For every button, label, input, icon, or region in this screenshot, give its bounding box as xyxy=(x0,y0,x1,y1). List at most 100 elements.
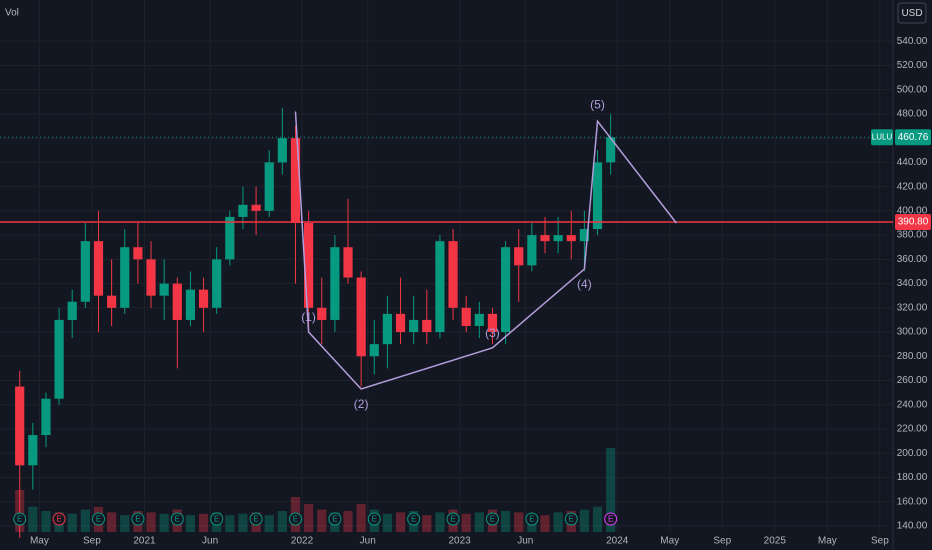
last-price-value: 460.76 xyxy=(898,132,929,143)
candle-body xyxy=(592,162,603,230)
earnings-marker xyxy=(328,512,342,526)
wave-label: (5) xyxy=(590,97,605,111)
volume-bar xyxy=(225,515,235,532)
volume-bar xyxy=(461,513,471,532)
y-tick-label: 160.00 xyxy=(897,496,928,507)
volume-bar xyxy=(146,512,156,532)
candle-body xyxy=(277,138,287,163)
volume-bar xyxy=(500,511,511,532)
earnings-label: E xyxy=(332,515,337,524)
earnings-marker xyxy=(604,512,618,526)
candle-body xyxy=(422,319,432,333)
volume-bar xyxy=(107,512,117,532)
earnings-label: E xyxy=(56,515,61,524)
y-tick-label: 360.00 xyxy=(897,254,928,265)
currency-button[interactable] xyxy=(897,2,927,24)
volume-bar xyxy=(28,506,38,532)
earnings-marker xyxy=(52,512,66,526)
y-tick-label: 200.00 xyxy=(897,448,928,459)
y-tick-label: 240.00 xyxy=(897,399,928,410)
last-price-badge xyxy=(895,129,931,146)
candle-body xyxy=(80,241,90,302)
candle-body xyxy=(93,241,104,296)
earnings-marker xyxy=(13,512,27,526)
x-tick-label: 2023 xyxy=(449,536,472,547)
candle-body xyxy=(474,313,484,326)
x-tick-label: 2021 xyxy=(133,536,156,547)
x-tick-label: May xyxy=(30,536,49,547)
candle-body xyxy=(225,216,235,260)
candle-body xyxy=(15,386,25,466)
candle-body xyxy=(343,247,353,278)
volume-bar xyxy=(304,504,314,532)
volume-label: Vol xyxy=(5,8,19,19)
earnings-label: E xyxy=(569,515,574,524)
y-tick-label: 420.00 xyxy=(897,181,928,192)
symbol-badge xyxy=(871,129,893,146)
earnings-marker xyxy=(170,512,184,526)
volume-bar xyxy=(474,512,484,532)
candle-body xyxy=(369,344,379,357)
candle-body xyxy=(527,235,537,266)
candle-body xyxy=(330,247,340,320)
hline-value: 390.80 xyxy=(898,217,929,228)
candle-body xyxy=(198,289,209,308)
earnings-marker xyxy=(564,512,578,526)
earnings-label: E xyxy=(529,515,534,524)
y-tick-label: 280.00 xyxy=(897,351,928,362)
candle-body xyxy=(461,307,471,326)
y-tick-label: 540.00 xyxy=(897,36,928,47)
earnings-label: E xyxy=(411,515,416,524)
candle-body xyxy=(304,222,314,308)
y-tick-label: 180.00 xyxy=(897,472,928,483)
volume-bar xyxy=(67,513,77,532)
y-tick-label: 260.00 xyxy=(897,375,928,386)
earnings-label: E xyxy=(372,515,377,524)
x-tick-label: Sep xyxy=(871,536,889,547)
candle-body xyxy=(579,229,589,242)
symbol-label: LULU xyxy=(872,132,893,141)
candle-body xyxy=(290,138,301,223)
volume-bar xyxy=(395,512,406,532)
wave-label: (4) xyxy=(577,277,592,291)
earnings-label: E xyxy=(490,515,495,524)
volume-bar xyxy=(264,515,274,532)
currency-label[interactable]: USD xyxy=(901,8,922,19)
candle-body xyxy=(238,204,248,217)
volume-bar xyxy=(382,513,393,532)
candle-body xyxy=(185,289,196,320)
x-tick-label: May xyxy=(660,536,679,547)
volume-bar xyxy=(435,512,445,532)
candle-body xyxy=(356,277,366,357)
candle-body xyxy=(606,137,616,163)
candle-body xyxy=(107,295,117,308)
candle-body xyxy=(487,313,498,333)
y-tick-label: 320.00 xyxy=(897,302,928,313)
x-tick-label: Jun xyxy=(202,536,218,547)
volume-bar xyxy=(41,511,51,532)
candle-body xyxy=(382,313,393,345)
y-tick-label: 300.00 xyxy=(897,327,928,338)
earnings-marker xyxy=(131,512,145,526)
candle-body xyxy=(540,235,550,242)
earnings-marker xyxy=(485,512,499,526)
earnings-marker xyxy=(210,512,224,526)
earnings-label: E xyxy=(253,515,258,524)
volume-bar xyxy=(343,511,353,532)
y-tick-label: 340.00 xyxy=(897,278,928,289)
volume-bar xyxy=(579,509,589,532)
candle-body xyxy=(317,307,327,320)
y-tick-label: 220.00 xyxy=(897,424,928,435)
candle-body xyxy=(67,301,77,320)
y-tick-label: 520.00 xyxy=(897,60,928,71)
volume-bar xyxy=(80,509,90,532)
earnings-marker xyxy=(249,512,263,526)
y-tick-label: 440.00 xyxy=(897,157,928,168)
candle-body xyxy=(146,259,156,296)
x-tick-label: May xyxy=(818,536,837,547)
candle-body xyxy=(264,162,274,211)
volume-bar xyxy=(606,448,616,532)
y-tick-label: 380.00 xyxy=(897,230,928,241)
